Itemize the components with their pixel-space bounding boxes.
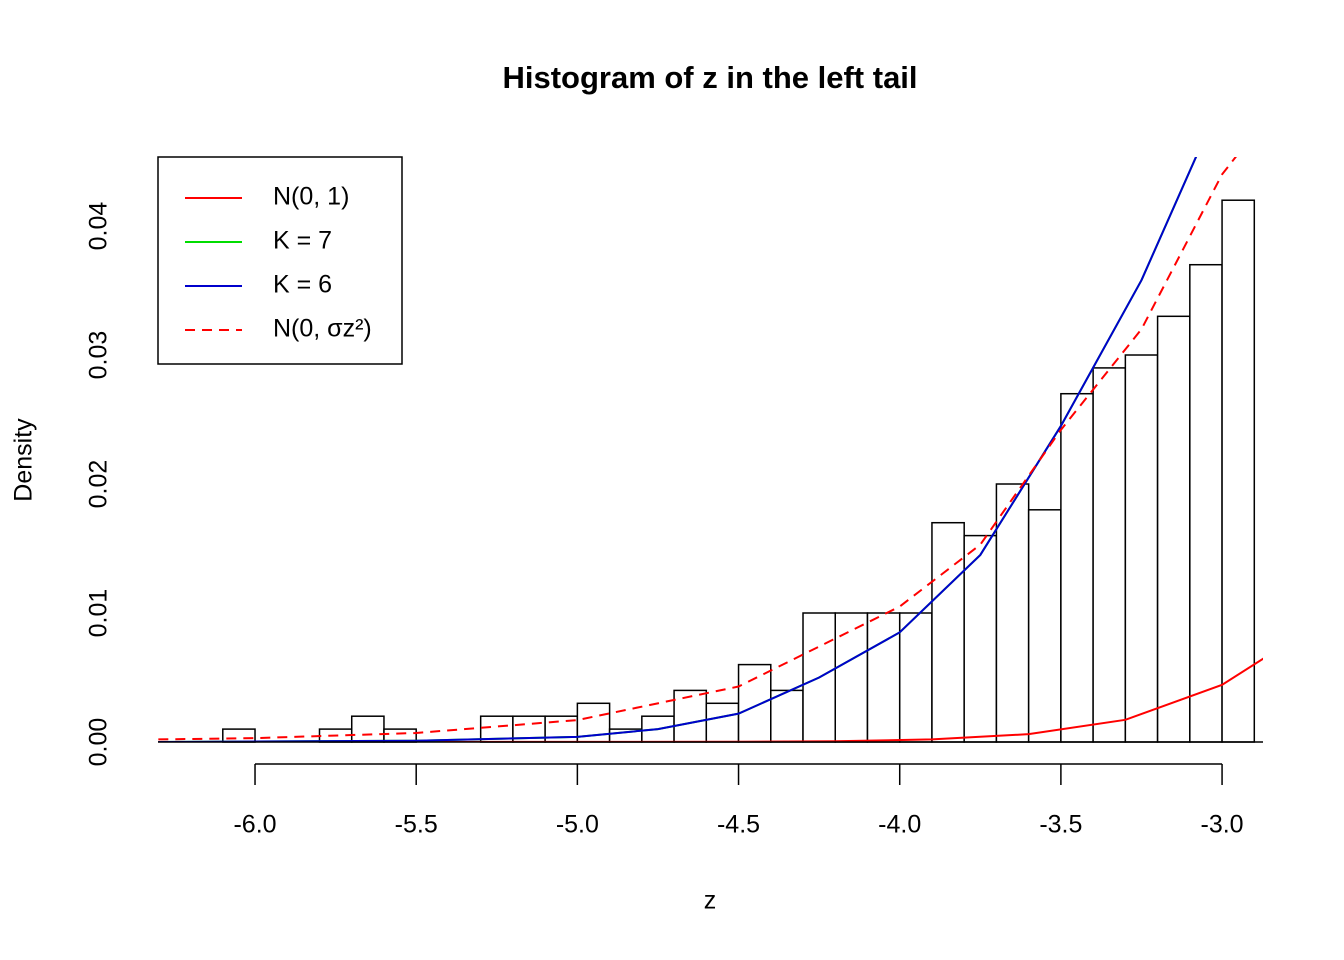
legend-label: N(0, 1) xyxy=(273,183,349,211)
bar xyxy=(1221,199,1256,743)
chart-title: Histogram of z in the left tail xyxy=(502,60,917,95)
legend-label: K = 7 xyxy=(273,227,332,255)
axes: -6.0 -5.5 -5.0 -4.5 -4.0 -3.5 -3.0 0.00 0.01 0.02… xyxy=(85,202,1263,839)
bar xyxy=(834,612,869,743)
y-tick-label: 0.00 xyxy=(85,718,113,767)
x-tick-label: -4.5 xyxy=(717,811,760,839)
legend-label: N(0, σz²) xyxy=(273,315,372,343)
bar xyxy=(995,483,1030,743)
bar xyxy=(737,663,772,743)
x-axis-label: z xyxy=(704,887,717,915)
bar xyxy=(1027,509,1062,743)
y-axis-label: Density xyxy=(10,418,38,502)
curve xyxy=(158,157,1237,741)
bar xyxy=(770,689,804,743)
y-tick-label: 0.02 xyxy=(85,460,113,509)
x-tick-label: -4.0 xyxy=(878,811,921,839)
bar xyxy=(1060,392,1094,743)
y-tick-label: 0.04 xyxy=(85,202,113,251)
bar xyxy=(898,612,933,743)
bar xyxy=(931,521,965,743)
x-tick-label: -3.0 xyxy=(1201,811,1244,839)
x-tick-label: -5.0 xyxy=(556,811,599,839)
curve xyxy=(158,157,1198,742)
bar xyxy=(1092,367,1127,743)
x-tick-label: -3.5 xyxy=(1039,811,1082,839)
bar xyxy=(1156,315,1191,743)
legend-label: K = 6 xyxy=(273,271,332,299)
bar xyxy=(1124,354,1159,743)
bar xyxy=(1189,263,1223,743)
x-tick-label: -6.0 xyxy=(233,811,276,839)
legend: N(0, 1) K = 7 K = 6 N(0, σz²) xyxy=(157,156,403,365)
bar xyxy=(350,715,385,743)
bar xyxy=(705,702,740,743)
y-tick-label: 0.03 xyxy=(85,331,113,380)
bar xyxy=(866,612,901,743)
bar xyxy=(963,534,998,743)
bar xyxy=(222,728,256,743)
y-tick-label: 0.01 xyxy=(85,589,113,638)
legend-box xyxy=(157,156,403,365)
bar xyxy=(673,689,708,743)
x-tick-label: -5.5 xyxy=(395,811,438,839)
